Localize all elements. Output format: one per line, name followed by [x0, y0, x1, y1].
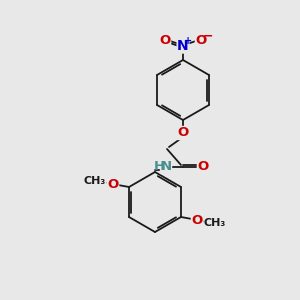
Text: N: N — [177, 39, 189, 53]
Text: O: O — [195, 34, 207, 47]
Text: CH₃: CH₃ — [84, 176, 106, 186]
Text: O: O — [191, 214, 203, 226]
Text: O: O — [159, 34, 171, 47]
Text: O: O — [107, 178, 118, 190]
Text: O: O — [197, 160, 208, 173]
Text: +: + — [184, 36, 193, 46]
Text: O: O — [177, 127, 189, 140]
Text: CH₃: CH₃ — [204, 218, 226, 228]
Text: H: H — [153, 160, 165, 172]
Text: N: N — [160, 160, 172, 173]
Text: −: − — [203, 29, 213, 43]
